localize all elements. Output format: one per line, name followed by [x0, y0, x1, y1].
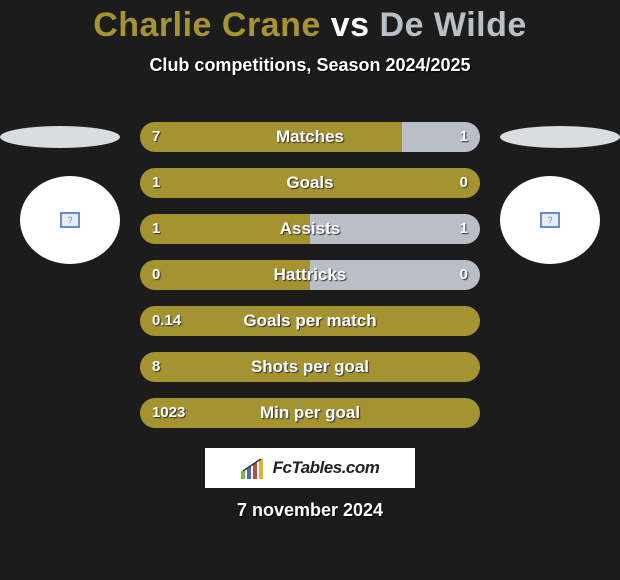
- player1-club-badge: ?: [20, 176, 120, 264]
- bar-left-fill: [140, 122, 402, 152]
- logo-text: FcTables.com: [273, 458, 380, 478]
- comparison-widget: Charlie Crane vs De Wilde Club competiti…: [0, 0, 620, 580]
- logo-bars-icon: [241, 457, 267, 479]
- stat-bar-row: Goals10: [140, 168, 480, 198]
- stat-bar-row: Matches71: [140, 122, 480, 152]
- stat-bar-row: Goals per match0.14: [140, 306, 480, 336]
- bar-left-fill: [140, 214, 310, 244]
- bar-left-fill: [140, 306, 480, 336]
- snapshot-date: 7 november 2024: [0, 500, 620, 521]
- shirt-icon: ?: [540, 212, 560, 228]
- player1-flag-oval: [0, 126, 120, 148]
- bar-right-fill: [310, 260, 480, 290]
- stat-bars: Matches71 Goals10 Assists11 Hattricks00 Goal…: [140, 122, 480, 444]
- fctables-logo: FcTables.com: [205, 448, 415, 488]
- bar-right-fill: [310, 214, 480, 244]
- title-player2: De Wilde: [380, 6, 527, 44]
- bar-left-fill: [140, 260, 310, 290]
- bar-right-fill: [402, 122, 480, 152]
- shirt-icon: ?: [60, 212, 80, 228]
- bar-left-fill: [140, 352, 480, 382]
- bar-left-fill: [140, 398, 480, 428]
- page-title: Charlie Crane vs De Wilde: [0, 6, 620, 45]
- subtitle: Club competitions, Season 2024/2025: [0, 55, 620, 76]
- stat-bar-row: Assists11: [140, 214, 480, 244]
- title-player1: Charlie Crane: [93, 6, 321, 44]
- stat-bar-row: Min per goal1023: [140, 398, 480, 428]
- bar-left-fill: [140, 168, 480, 198]
- title-vs: vs: [331, 6, 370, 44]
- player2-flag-oval: [500, 126, 620, 148]
- stat-bar-row: Hattricks00: [140, 260, 480, 290]
- stat-bar-row: Shots per goal8: [140, 352, 480, 382]
- player2-club-badge: ?: [500, 176, 600, 264]
